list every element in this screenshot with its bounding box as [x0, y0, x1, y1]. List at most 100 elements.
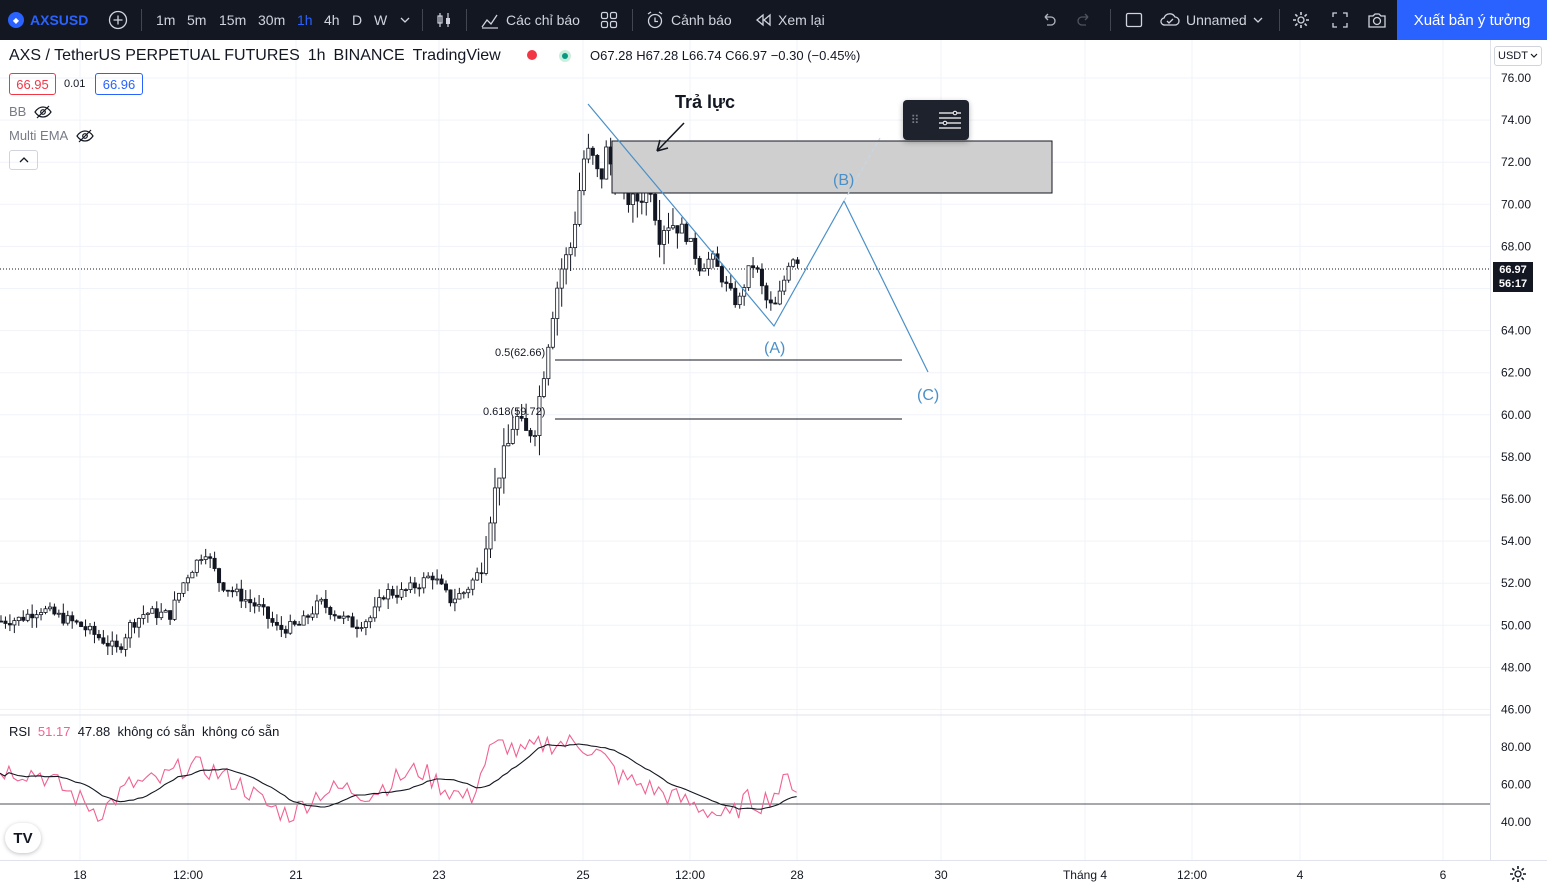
- rsi-na-2: không có sẵn: [202, 724, 280, 739]
- time-tick: 6: [1440, 868, 1447, 882]
- candle: [403, 588, 408, 597]
- candle: [372, 597, 377, 622]
- candle: [381, 595, 386, 601]
- snapshot-button[interactable]: [1366, 0, 1388, 40]
- publish-idea-button[interactable]: Xuất bản ý tưởng: [1397, 0, 1547, 40]
- candle: [768, 291, 773, 311]
- last-price-tag: 66.97 56:17: [1493, 262, 1533, 292]
- chart-settings-button[interactable]: [1508, 864, 1528, 884]
- candle: [34, 610, 39, 628]
- wave-a-label: (A): [764, 340, 785, 357]
- candle: [786, 262, 791, 283]
- rsi-tick: 60.00: [1501, 778, 1531, 792]
- candle: [470, 577, 475, 596]
- candle: [30, 604, 35, 628]
- fullscreen-button[interactable]: [1330, 0, 1350, 40]
- candle: [52, 603, 57, 616]
- collapse-legend-button[interactable]: [9, 150, 38, 170]
- candle: [457, 587, 462, 600]
- price-chart[interactable]: 0.5(62.66) 0.618(59.72) (A) (B) (C) Trả …: [0, 40, 1490, 860]
- candle: [492, 467, 497, 542]
- indicator-multi-ema[interactable]: Multi EMA: [9, 128, 94, 143]
- toolbar-divider: [466, 9, 467, 31]
- price-tick: 58.00: [1501, 450, 1531, 464]
- candle: [595, 154, 600, 178]
- replay-button[interactable]: Xem lại: [754, 0, 825, 40]
- time-axis[interactable]: 18 12:00 21 23 25 12:00 28 30 Tháng 4 12:00 4 6: [0, 860, 1547, 888]
- ask-price[interactable]: 66.96: [95, 73, 143, 95]
- replay-label: Xem lại: [778, 12, 825, 28]
- rsi-legend[interactable]: RSI 51.17 47.88 không có sẵn không có sẵ…: [9, 724, 279, 739]
- candle: [39, 608, 44, 621]
- chart-legend[interactable]: AXS / TetherUS PERPETUAL FUTURES 1h BINA…: [9, 46, 509, 66]
- chart-type-button[interactable]: [434, 0, 454, 40]
- candle: [399, 582, 404, 601]
- timeframe-w[interactable]: W: [374, 12, 388, 28]
- timeframe-30m[interactable]: 30m: [258, 12, 286, 28]
- candle: [301, 610, 306, 626]
- timeframe-5m[interactable]: 5m: [187, 12, 207, 28]
- layout-name: Unnamed: [1186, 12, 1247, 28]
- candle: [559, 258, 564, 307]
- symbol-search-button[interactable]: ◆ AXSUSD: [8, 0, 88, 40]
- candle: [132, 618, 137, 634]
- candle: [461, 591, 466, 599]
- candle: [136, 617, 141, 638]
- bid-price[interactable]: 66.95: [9, 73, 56, 95]
- candle: [79, 621, 84, 628]
- undo-button[interactable]: [1039, 0, 1057, 40]
- timeframe-d[interactable]: D: [352, 12, 363, 28]
- price-tick: 70.00: [1501, 197, 1531, 211]
- candle: [332, 610, 337, 622]
- candle: [252, 597, 257, 614]
- layout-name-button[interactable]: Unnamed: [1159, 0, 1264, 40]
- candle: [61, 603, 66, 626]
- wave-path: [587, 103, 929, 373]
- candle: [234, 583, 239, 597]
- candle: [16, 616, 21, 626]
- settings-button[interactable]: [1291, 0, 1311, 40]
- legend-source: TradingView: [412, 47, 501, 64]
- candle: [221, 581, 226, 593]
- wave-extension-dashed: [843, 137, 881, 202]
- candle: [421, 572, 426, 594]
- candle: [350, 612, 355, 628]
- timeframe-1m[interactable]: 1m: [156, 12, 176, 28]
- fib-0618-label: 0.618(59.72): [483, 406, 545, 418]
- price-axis[interactable]: 76.00 74.00 72.00 70.00 68.00 64.00 62.00 60.00…: [1490, 40, 1547, 860]
- templates-button[interactable]: [599, 0, 619, 40]
- candle: [506, 424, 511, 447]
- ohlc-values: O67.28 H67.28 L66.74 C66.97 −0.30 (−0.45…: [590, 48, 861, 63]
- rsi-value: 51.17: [37, 724, 71, 739]
- candle: [599, 168, 604, 189]
- candle: [279, 616, 284, 638]
- layout-select-button[interactable]: [1124, 0, 1144, 40]
- drawing-settings-button[interactable]: [933, 105, 967, 135]
- candle: [439, 574, 444, 585]
- timeframe-15m[interactable]: 15m: [219, 12, 247, 28]
- alerts-button[interactable]: Cảnh báo: [645, 0, 732, 40]
- drag-handle-icon[interactable]: ⠿: [910, 113, 920, 127]
- spread-value: 0.01: [64, 78, 86, 90]
- redo-button[interactable]: [1076, 0, 1094, 40]
- timeframe-1h[interactable]: 1h: [297, 12, 313, 28]
- indicators-button[interactable]: Các chỉ báo: [480, 0, 580, 40]
- tradingview-logo[interactable]: TV: [5, 823, 41, 853]
- plus-circle-icon: [108, 10, 128, 30]
- time-tick: 23: [432, 868, 446, 882]
- candle: [230, 586, 235, 598]
- timeframe-4h[interactable]: 4h: [324, 12, 340, 28]
- candle: [163, 608, 168, 613]
- last-price: 66.97: [1499, 264, 1527, 276]
- currency-select[interactable]: USDT: [1494, 46, 1542, 66]
- drawing-floating-toolbar[interactable]: ⠿: [903, 100, 969, 140]
- candle: [337, 615, 342, 619]
- indicator-bb[interactable]: BB: [9, 104, 53, 119]
- candle: [510, 416, 515, 445]
- candle: [386, 583, 391, 609]
- compare-add-button[interactable]: [108, 0, 128, 40]
- timeframe-dropdown-button[interactable]: [399, 0, 411, 40]
- chevron-up-icon: [19, 157, 28, 163]
- candle: [341, 611, 346, 625]
- coin-icon: ◆: [8, 12, 24, 28]
